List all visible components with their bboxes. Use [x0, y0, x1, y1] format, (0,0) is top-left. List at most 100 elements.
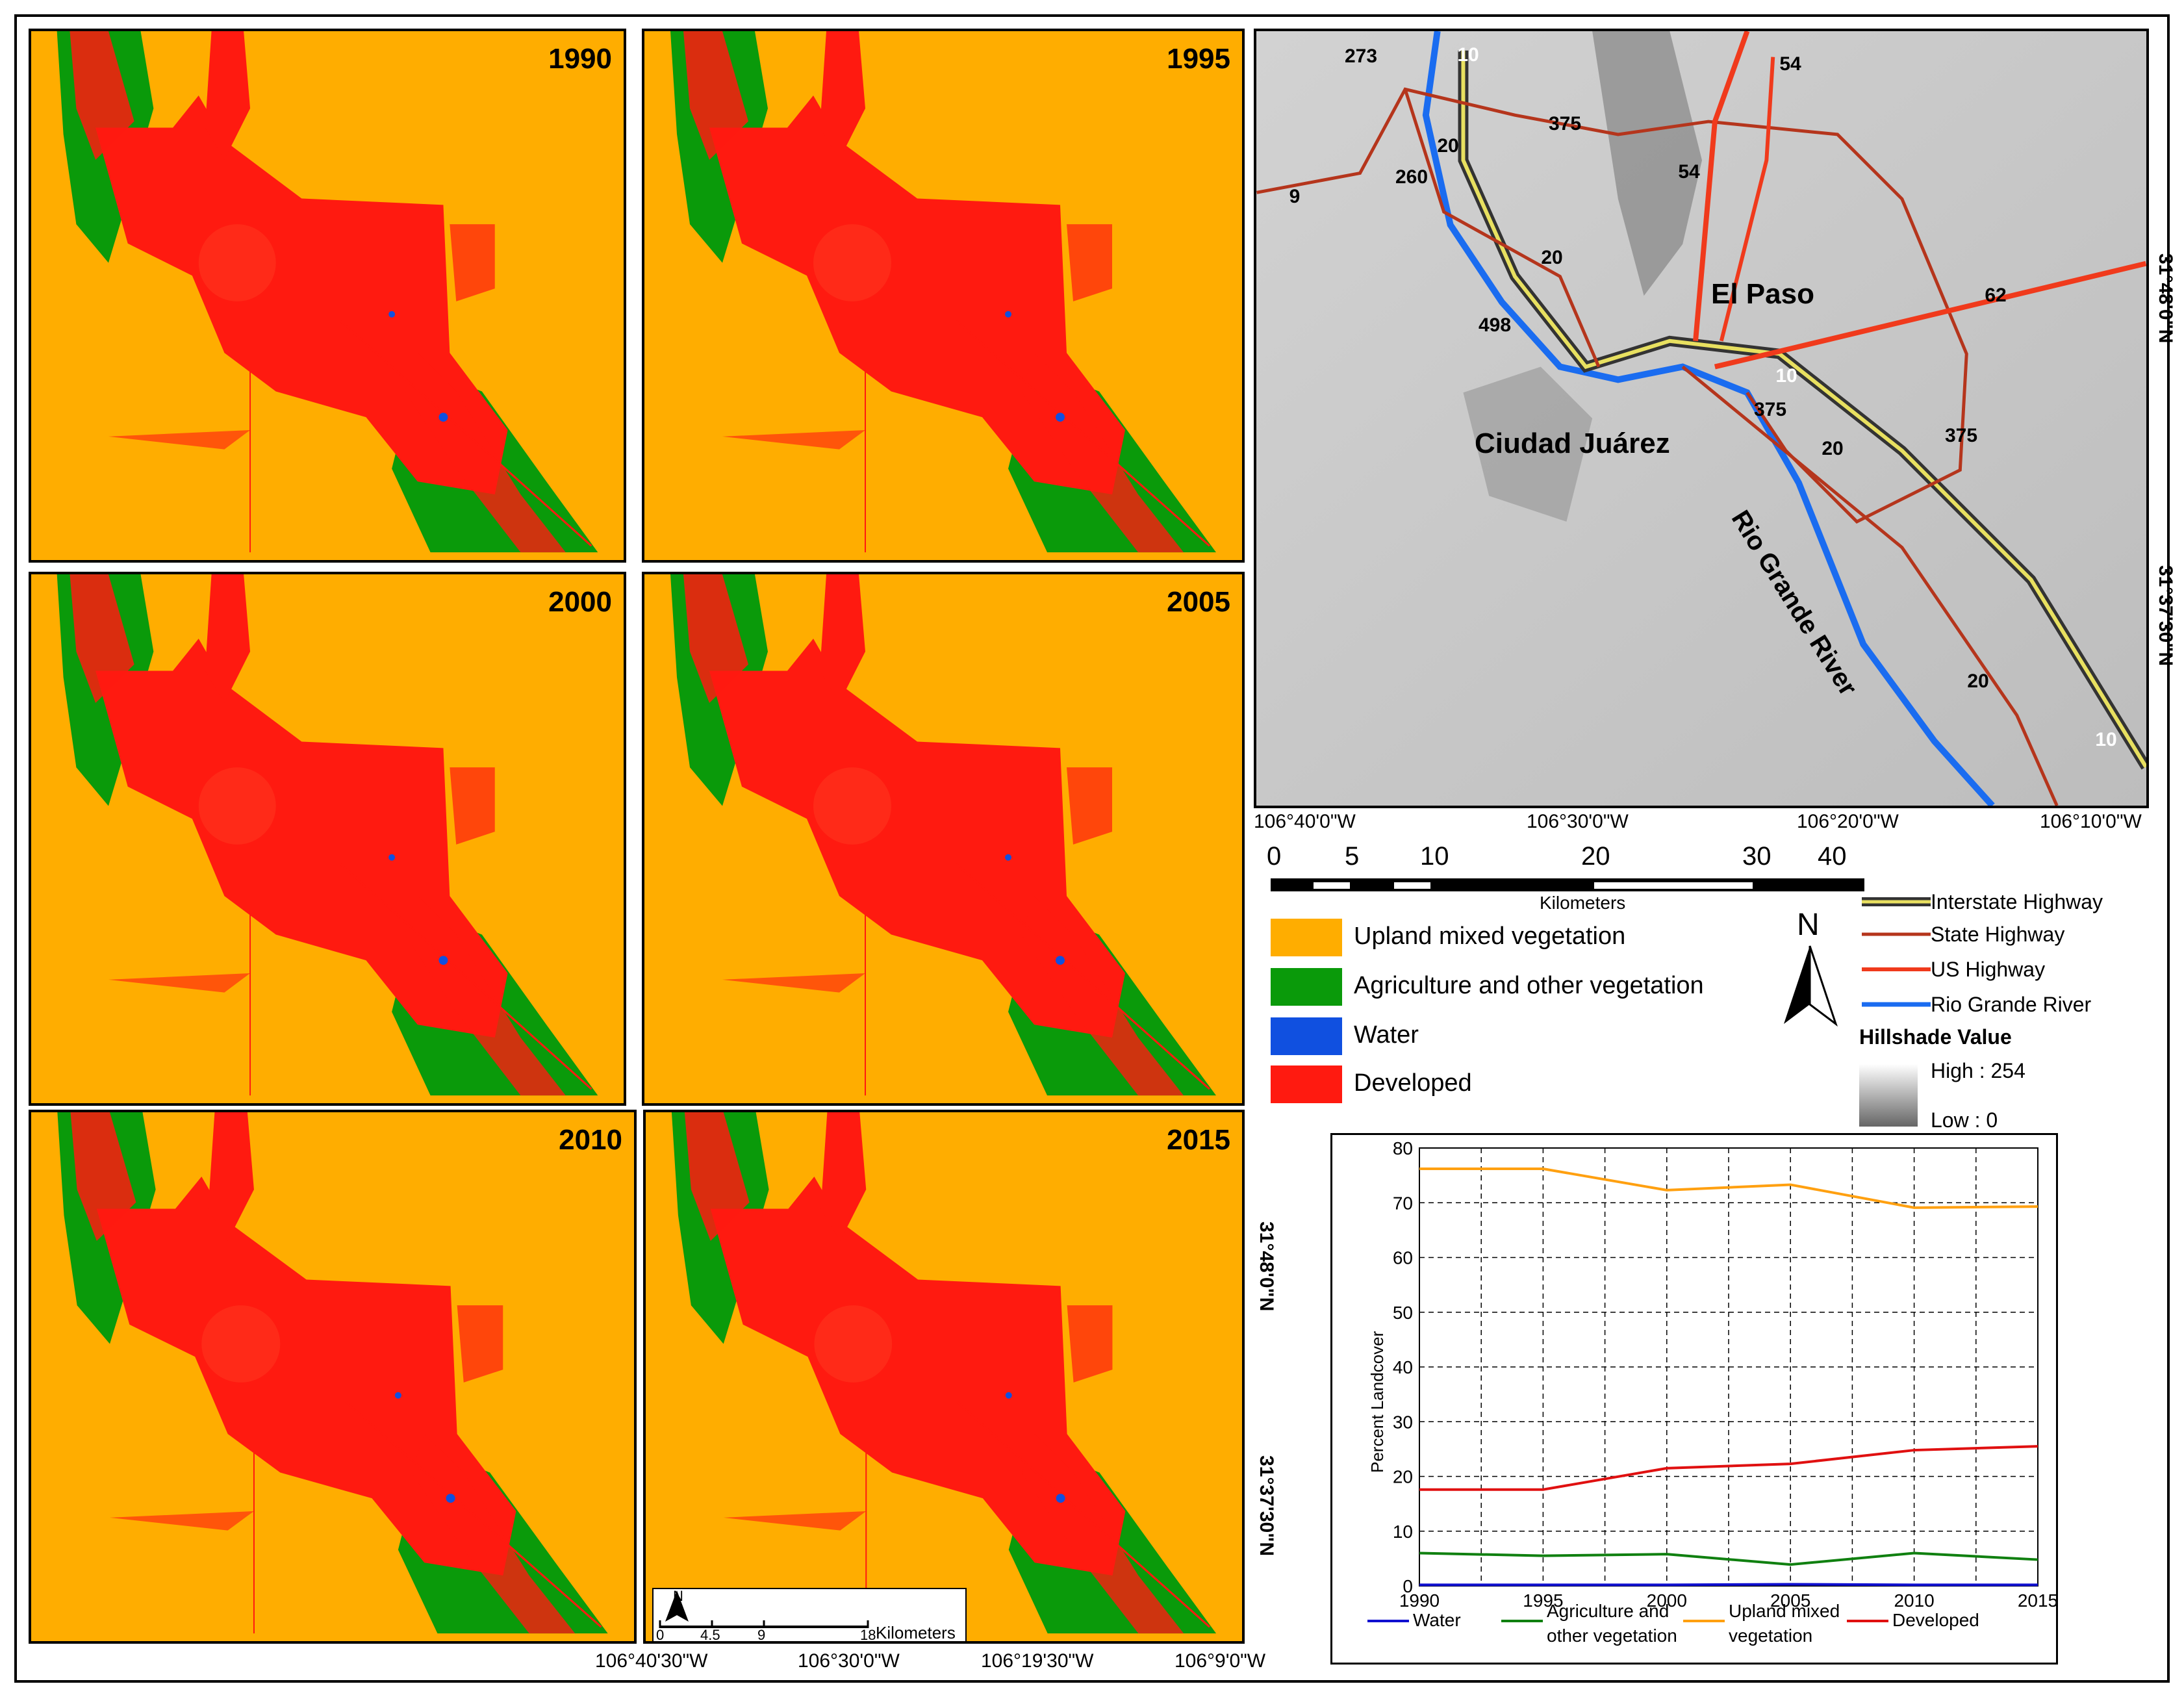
legend-entry-label: Water	[1413, 1610, 1461, 1630]
latitude-label: 31°48'0"N	[2155, 253, 2176, 344]
legend-label: US Highway	[1931, 958, 2046, 981]
x-tick-label: 1990	[1399, 1590, 1440, 1611]
reference-map-drawing	[1256, 31, 2146, 806]
scale-tick: 30	[1742, 842, 1771, 871]
panel-year: 1995	[1167, 43, 1230, 75]
map-panel-1995: 1995	[642, 29, 1245, 563]
figure-frame	[14, 14, 2170, 1683]
hillshade-low: Low : 0	[1931, 1108, 1998, 1132]
landcover-map	[644, 574, 1242, 1097]
longitude-label: 106°30'0"W	[1527, 811, 1629, 832]
y-tick-label: 30	[1393, 1412, 1413, 1432]
panel-year: 2000	[548, 586, 612, 618]
north-arrow-icon	[665, 1590, 689, 1622]
legend-entry-label: vegetation	[1729, 1626, 1812, 1646]
legend-label: Interstate Highway	[1931, 890, 2103, 913]
longitude-label: 106°40'30"W	[595, 1650, 708, 1672]
series-line	[1419, 1167, 2038, 1209]
longitude-label: 106°20'0"W	[1797, 811, 1899, 832]
map-panel-2010: 2010	[29, 1110, 637, 1644]
panel-year: 2010	[559, 1124, 622, 1156]
scale-unit: Kilometers	[1540, 893, 1626, 913]
hillshade-ramp	[1859, 1064, 1918, 1127]
x-tick-label: 1995	[1523, 1590, 1563, 1611]
scale-tick: 20	[1581, 842, 1610, 871]
us-highway-line	[1693, 31, 1750, 342]
landcover-map	[644, 31, 1242, 554]
scale-tick: 4.5	[700, 1627, 720, 1643]
legend-label: Developed	[1354, 1069, 1472, 1097]
hillshade-high: High : 254	[1931, 1059, 2025, 1082]
small-scale-bar: N 0 4.5 9 18 Kilometers	[652, 1588, 967, 1643]
landcover-map	[31, 574, 624, 1097]
y-tick-label: 70	[1393, 1193, 1413, 1213]
series-line	[1419, 1445, 2038, 1491]
city-label-juarez: Ciudad Juárez	[1475, 427, 1670, 459]
x-tick-label: 2010	[1894, 1590, 1934, 1611]
legend-label: Agriculture and other vegetation	[1354, 972, 1704, 999]
map-panel-2015: 2015 N 0 4.5 9 18 Kilometers	[643, 1110, 1245, 1644]
longitude-label: 106°19'30"W	[981, 1650, 1094, 1672]
latitude-label: 31°48'0"N	[1256, 1221, 1277, 1312]
y-tick-label: 0	[1403, 1576, 1413, 1596]
hillshade-title: Hillshade Value	[1859, 1025, 2012, 1049]
franklin-mountains	[1592, 31, 1702, 296]
chart-svg: 0 10 20 30 40 50 60 70 80 1990 1995 2000 2005 2010 201…	[1367, 1138, 2056, 1646]
latitude-label: 31°37'30"N	[1256, 1455, 1277, 1557]
legend-swatch-agriculture	[1271, 968, 1342, 1006]
legend-entry-label: Upland mixed	[1729, 1601, 1840, 1621]
landcover-map	[31, 1112, 634, 1635]
series-line	[1419, 1583, 2038, 1587]
latitude-label: 31°37'30"N	[2155, 565, 2176, 667]
legend-label: State Highway	[1931, 923, 2065, 946]
legend-entry-label: Developed	[1892, 1610, 1979, 1630]
legend-entry-label: Agriculture and	[1547, 1601, 1669, 1621]
scale-tick: 0	[656, 1627, 665, 1643]
y-tick-label: 40	[1393, 1357, 1413, 1377]
longitude-label: 106°30'0"W	[798, 1650, 900, 1672]
legend-swatch-water	[1271, 1017, 1342, 1055]
y-tick-label: 60	[1393, 1248, 1413, 1268]
legend-label: Rio Grande River	[1931, 993, 2092, 1016]
plot-area	[1419, 1147, 2038, 1587]
scale-tick: 18	[860, 1627, 876, 1643]
x-tick-label: 2005	[1770, 1590, 1810, 1611]
north-arrow: N	[1777, 907, 1842, 1030]
line-legend: Interstate Highway State Highway US High…	[1859, 887, 2158, 1134]
x-tick-label: 2015	[2018, 1590, 2056, 1611]
landcover-map	[646, 1112, 1242, 1635]
panel-year: 2015	[1167, 1124, 1230, 1156]
y-tick-label: 20	[1393, 1467, 1413, 1487]
landcover-chart: 0 10 20 30 40 50 60 70 80 1990 1995 2000 2005 2010 201…	[1330, 1133, 2058, 1665]
legend-swatch-developed	[1271, 1065, 1342, 1103]
y-axis-label: Percent Landcover	[1367, 1331, 1387, 1473]
big-scale-bar: 0 5 10 20 30 40 Kilometers	[1267, 838, 1920, 913]
scale-tick: 40	[1818, 842, 1847, 871]
longitude-label: 106°10'0"W	[2040, 811, 2142, 832]
panel-year: 1990	[548, 43, 612, 75]
series-line	[1419, 1551, 2038, 1566]
north-label: N	[673, 1588, 683, 1604]
legend-entry-label: other vegetation	[1547, 1626, 1677, 1646]
city-label-el-paso: El Paso	[1711, 278, 1814, 310]
y-tick-label: 50	[1393, 1303, 1413, 1323]
map-panel-2000: 2000	[29, 572, 626, 1106]
y-tick-label: 80	[1393, 1138, 1413, 1158]
scale-tick: 10	[1420, 842, 1449, 871]
scale-tick: 0	[1267, 842, 1282, 871]
y-tick-label: 10	[1393, 1522, 1413, 1542]
map-panel-1990: 1990	[29, 29, 626, 563]
scale-unit: Kilometers	[876, 1623, 956, 1642]
map-panel-2005: 2005	[642, 572, 1245, 1106]
legend-swatch-upland	[1271, 919, 1342, 956]
longitude-label: 106°9'0"W	[1175, 1650, 1266, 1672]
panel-year: 2005	[1167, 586, 1230, 618]
longitude-label: 106°40'0"W	[1254, 811, 1356, 832]
scale-tick: 5	[1345, 842, 1360, 871]
landcover-map	[31, 31, 624, 554]
juarez-mountains	[1463, 366, 1593, 522]
x-tick-label: 2000	[1647, 1590, 1687, 1611]
legend-label: Water	[1354, 1021, 1419, 1049]
rio-grande-line	[1422, 31, 1995, 806]
reference-map: El Paso Ciudad Juárez Rio Grande River 2…	[1254, 29, 2149, 808]
